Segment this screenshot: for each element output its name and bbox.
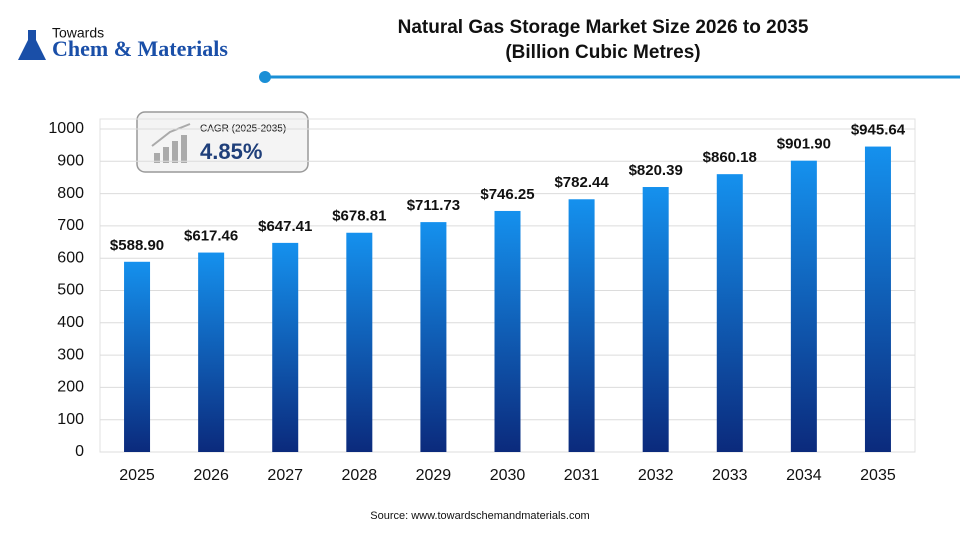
y-tick-label: 800 [57,185,84,202]
logo-line2: Chem & Materials [52,36,228,61]
value-label: $782.44 [554,174,609,191]
value-label: $617.46 [184,228,238,245]
cagr-icon [172,141,178,163]
x-tick-label: 2035 [860,467,896,484]
cagr-value: 4.85% [200,139,262,164]
y-tick-label: 200 [57,379,84,396]
chart-subtitle: (Billion Cubic Metres) [505,42,700,63]
x-tick-label: 2025 [119,467,155,484]
bar [420,222,447,452]
bar [568,199,595,452]
value-label: $588.90 [110,237,164,254]
cagr-icon [154,153,160,163]
bar [346,232,373,452]
cagr-box: CAGR (2025-2035) 4.85% [136,111,309,173]
value-label: $860.18 [703,149,757,166]
logo: Towards Chem & Materials [18,25,228,61]
bar [494,210,521,452]
source: Source: www.towardschemandmaterials.com [370,510,589,522]
cagr-frame [136,111,309,173]
value-label: $820.39 [629,162,683,179]
y-tick-label: 400 [57,314,84,331]
x-tick-label: 2030 [490,467,526,484]
y-tick-label: 900 [57,153,84,170]
y-tick-label: 100 [57,411,84,428]
y-tick-label: 300 [57,346,84,363]
bar [272,242,299,452]
value-label: $945.64 [851,122,906,139]
x-tick-label: 2026 [193,467,229,484]
title-rule-dot [259,71,271,83]
value-label: $711.73 [407,197,460,214]
y-tick-label: 700 [57,217,84,234]
cagr-icon [163,147,169,163]
bar [642,187,669,452]
logo-line1: Towards [52,25,104,41]
bar [198,252,225,452]
cagr-icon [181,135,187,163]
x-tick-label: 2033 [712,467,748,484]
x-tick-label: 2031 [564,467,600,484]
y-tick-label: 1000 [48,120,84,137]
logo-icon [18,30,46,60]
y-tick-label: 500 [57,282,84,299]
x-tick-label: 2032 [638,467,674,484]
bar [716,174,743,452]
bar [790,160,817,453]
y-tick-label: 600 [57,249,84,266]
x-tick-label: 2027 [267,467,303,484]
value-label: $901.90 [777,136,831,153]
bar [864,146,891,452]
x-tick-label: 2028 [342,467,378,484]
value-label: $746.25 [480,186,534,203]
value-label: $647.41 [258,218,312,235]
cagr-icon [151,123,191,147]
value-label: $678.81 [332,208,386,225]
bar [124,261,151,452]
chart-title: Natural Gas Storage Market Size 2026 to … [398,17,809,38]
x-tick-label: 2034 [786,467,822,484]
y-tick-label: 0 [75,443,84,460]
x-tick-label: 2029 [416,467,452,484]
